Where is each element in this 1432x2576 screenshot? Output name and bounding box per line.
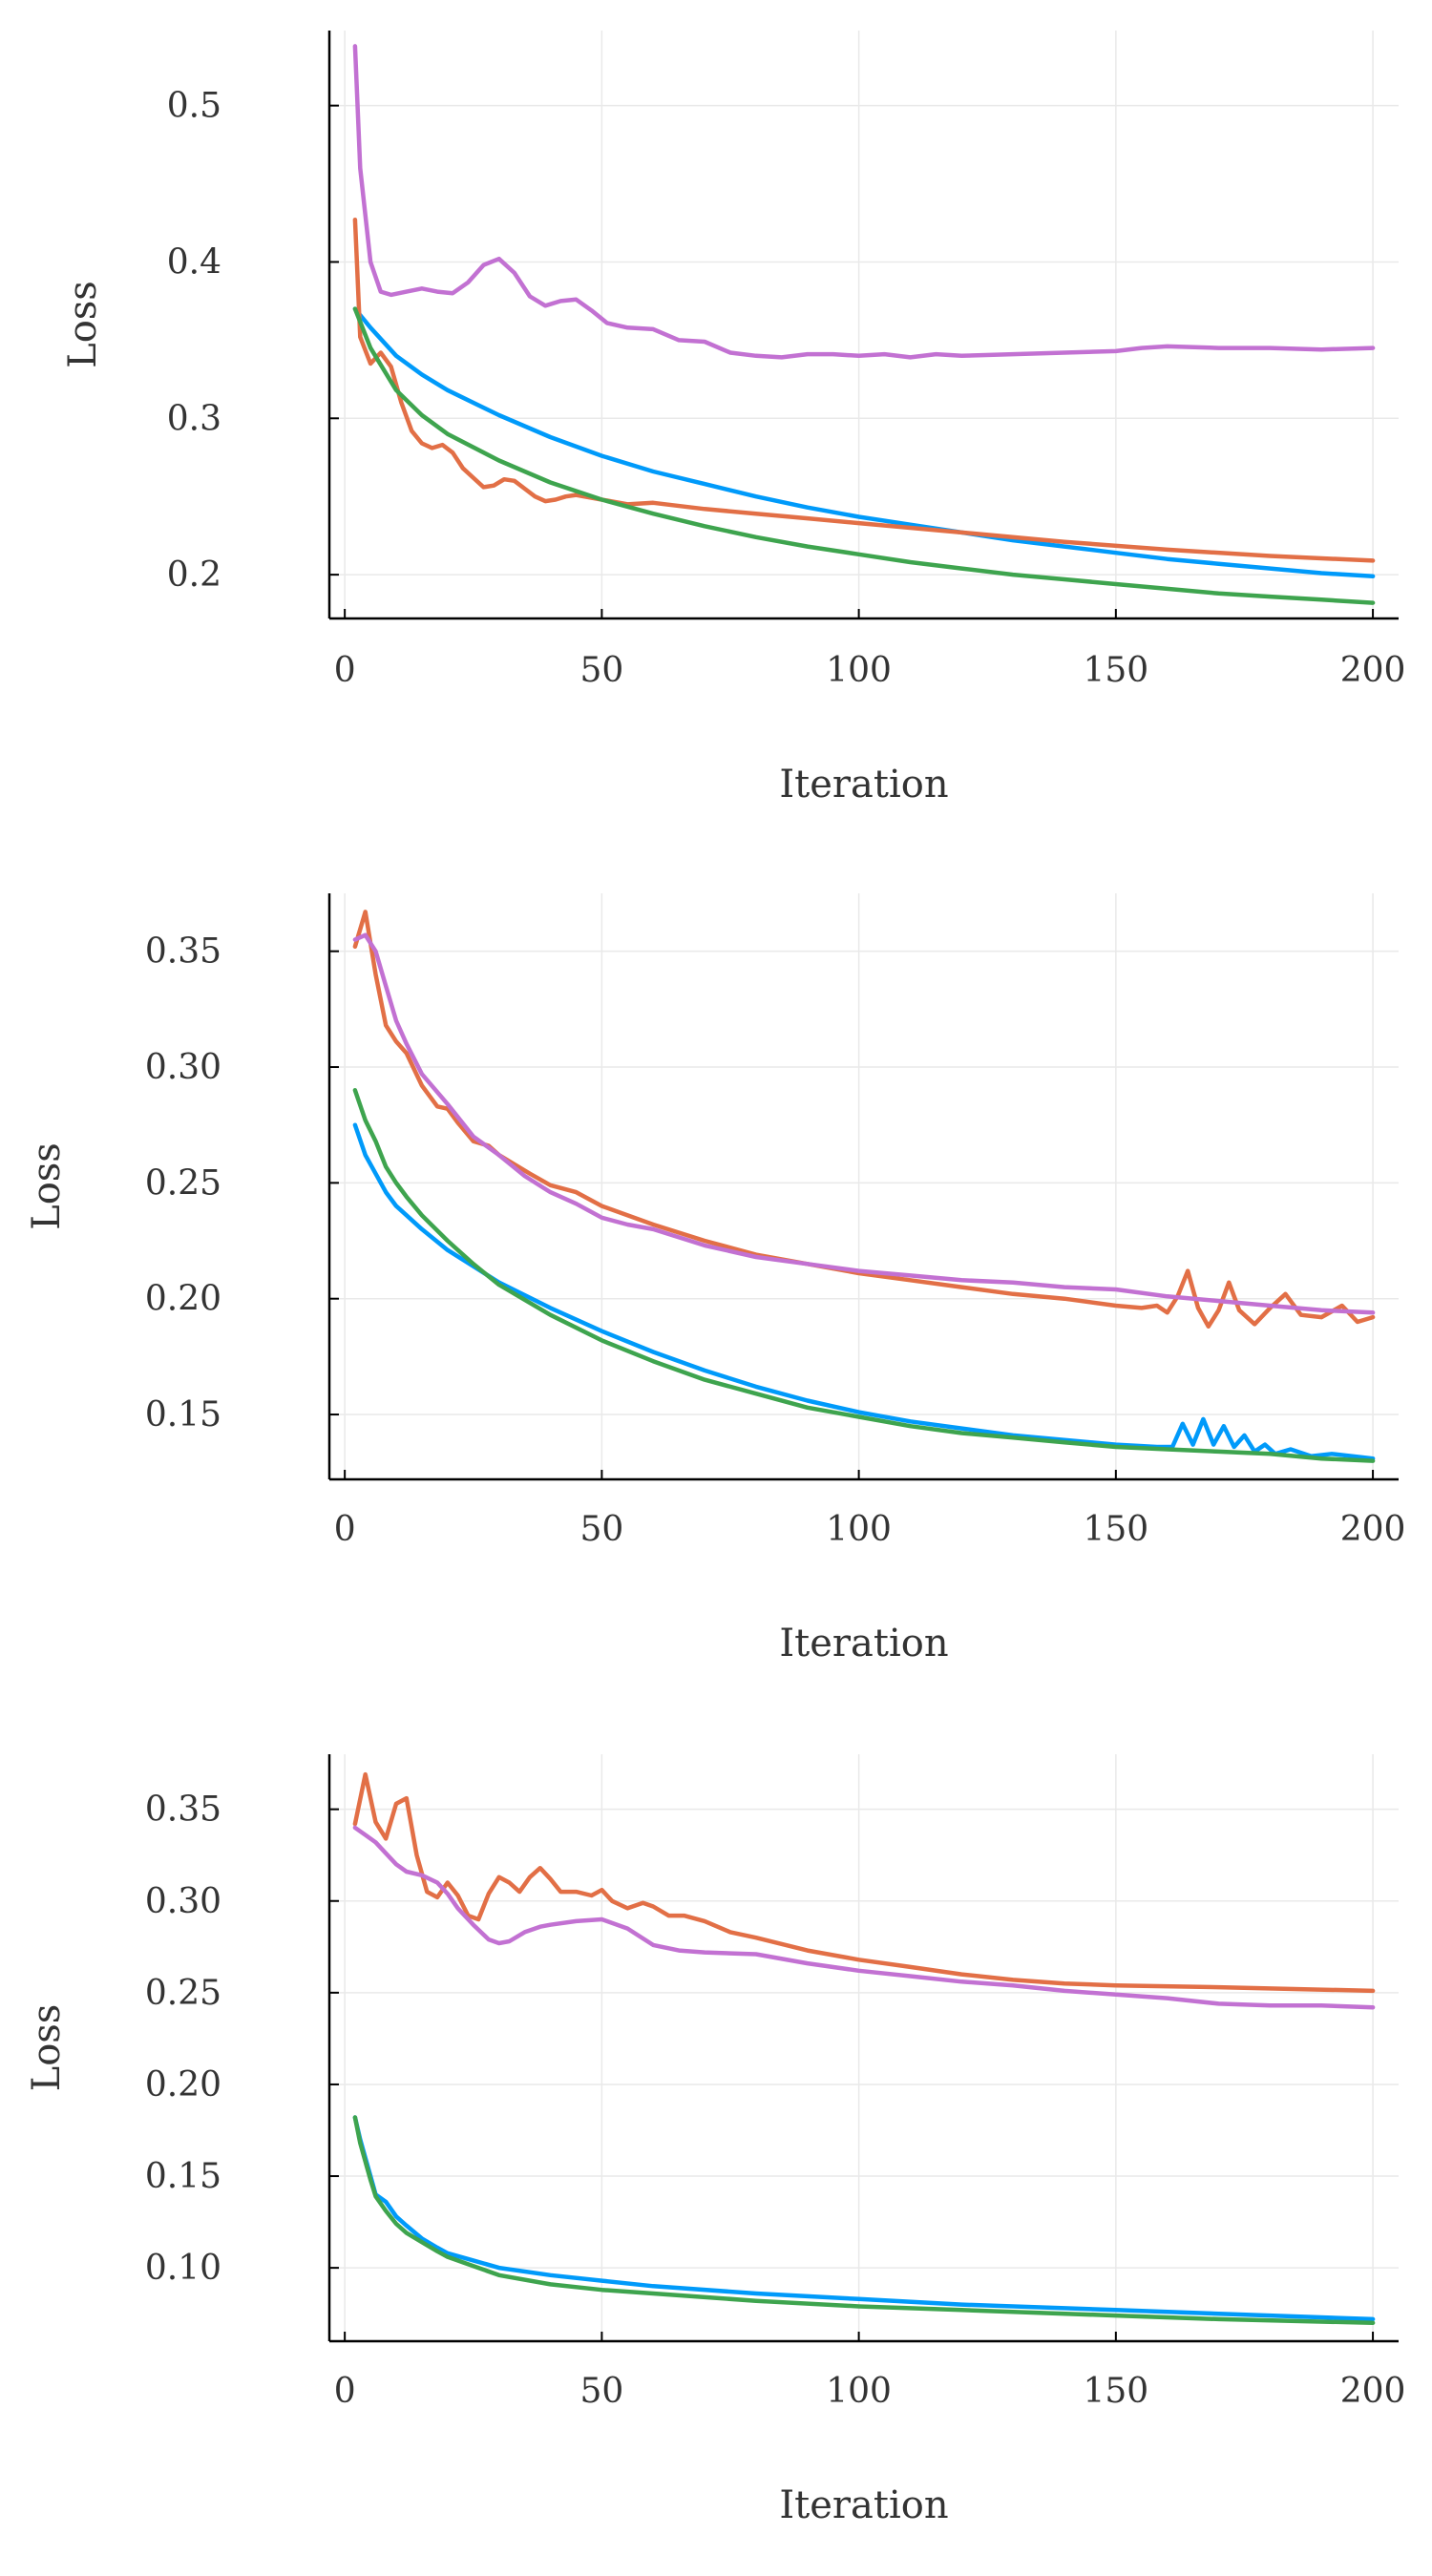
x-tick-label: 150	[1083, 2372, 1148, 2411]
series-line-3	[352, 306, 1376, 605]
x-tick-label: 100	[826, 651, 892, 690]
series-line-3	[352, 1088, 1376, 1463]
x-tick-label: 150	[1083, 1510, 1148, 1549]
series-line-2	[352, 1771, 1376, 1994]
x-tick-label: 100	[826, 2372, 892, 2411]
x-tick-label: 150	[1083, 651, 1148, 690]
series-line-1	[352, 1122, 1376, 1461]
series-line-4	[352, 44, 1376, 360]
y-tick-label: 0.5	[167, 87, 221, 126]
x-axis-label: Iteration	[779, 2483, 948, 2527]
x-tick-label: 50	[579, 1510, 623, 1549]
x-tick-label: 0	[334, 1510, 356, 1549]
y-axis-label: Loss	[61, 281, 105, 368]
chart-panel-1: 0 50 100 150 200 0.2 0.3 0.4 0.5 Iteration Loss	[61, 31, 1405, 806]
series-line-2	[352, 217, 1376, 563]
y-tick-label: 0.25	[145, 1163, 221, 1203]
y-tick-label: 0.4	[167, 242, 221, 282]
x-tick-label: 200	[1340, 1510, 1406, 1549]
x-tick-label: 200	[1340, 651, 1406, 690]
series-line-4	[352, 1825, 1376, 2010]
x-tick-label: 200	[1340, 2372, 1406, 2411]
x-axis-label: Iteration	[779, 763, 948, 806]
y-tick-label: 0.20	[145, 1280, 221, 1319]
y-tick-label: 0.20	[145, 2065, 221, 2105]
y-tick-label: 0.35	[145, 932, 221, 972]
y-tick-label: 0.3	[167, 399, 221, 438]
y-tick-label: 0.2	[167, 555, 221, 595]
series-line-1	[352, 2115, 1376, 2322]
y-tick-label: 0.10	[145, 2249, 221, 2288]
x-axis-label: Iteration	[779, 1622, 948, 1665]
y-tick-label: 0.25	[145, 1974, 221, 2013]
series-line-4	[352, 932, 1376, 1315]
y-axis-label: Loss	[25, 2004, 69, 2092]
series-line-2	[352, 910, 1376, 1330]
x-tick-label: 0	[334, 651, 356, 690]
y-tick-label: 0.30	[145, 1048, 221, 1087]
y-tick-label: 0.30	[145, 1882, 221, 1921]
series-line-3	[352, 2115, 1376, 2326]
y-tick-label: 0.35	[145, 1791, 221, 1830]
y-tick-label: 0.15	[145, 1395, 221, 1435]
chart-panel-2: 0 50 100 150 200 0.15 0.20 0.25 0.30 0.35 Iteratio…	[25, 893, 1405, 1665]
x-tick-label: 100	[826, 1510, 892, 1549]
x-tick-label: 50	[579, 651, 623, 690]
y-tick-label: 0.15	[145, 2157, 221, 2196]
series-line-1	[352, 306, 1376, 579]
x-tick-label: 0	[334, 2372, 356, 2411]
chart-panel-3: 0 50 100 150 200 0.10 0.15 0.20 0.25 0.30 0.35 Iter…	[25, 1754, 1405, 2527]
y-axis-label: Loss	[25, 1142, 69, 1230]
x-tick-label: 50	[579, 2372, 623, 2411]
